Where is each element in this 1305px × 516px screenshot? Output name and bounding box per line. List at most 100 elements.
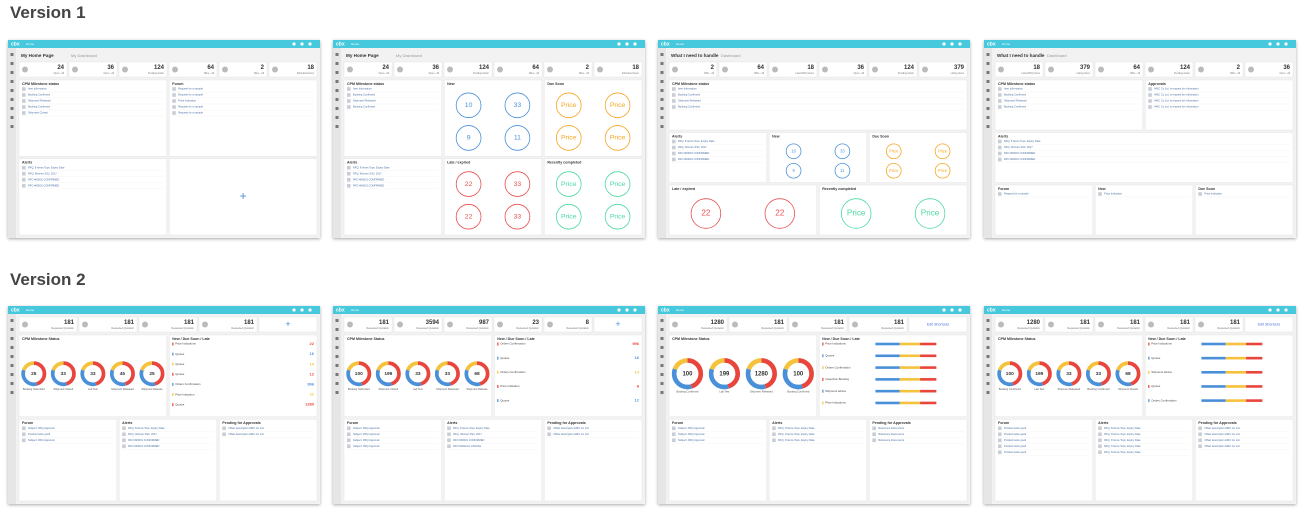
list-item: Offset description HMC Co Ltd.: [228, 426, 264, 430]
logo: cbx: [336, 41, 345, 47]
list-item: Request for a sample: [178, 87, 203, 91]
panel-title: Recently completed: [547, 161, 581, 165]
bar-value: 12: [310, 371, 315, 376]
panel: [768, 419, 868, 502]
donut-segment: [346, 361, 372, 387]
list-item: Shipment Released: [1004, 99, 1027, 103]
donut-label: Booking Confirmed: [787, 390, 810, 394]
bar-segment: [1246, 356, 1263, 360]
stat-icon: [998, 66, 1004, 73]
stat-value: 18: [632, 65, 639, 71]
sidebar-icon: [660, 53, 664, 56]
item-thumb: [122, 426, 126, 431]
stat-value: 379: [954, 65, 965, 71]
stat-card: [443, 61, 493, 78]
header-title: Home: [26, 42, 34, 46]
item-thumb: [22, 426, 26, 431]
stat-label: Requested Quotation: [171, 327, 194, 330]
stat-card: [78, 316, 138, 333]
sidebar-icon: [335, 382, 339, 385]
panel-title: Pending for Approvals: [222, 421, 260, 425]
donut-segment: [80, 361, 106, 387]
item-thumb: [222, 426, 226, 431]
donut-segment: [1056, 361, 1082, 387]
bar-strip: [822, 342, 824, 346]
sidebar-icon: [10, 125, 14, 128]
stat-icon: [998, 321, 1004, 328]
stat-value: 24: [57, 65, 64, 71]
panel-title: Forum: [172, 82, 183, 86]
status-circle: [834, 162, 851, 179]
list-item: Request for a sample: [178, 93, 203, 97]
item-thumb: [998, 192, 1002, 196]
panel-title: Late / expired: [672, 187, 695, 191]
bar-strip: [172, 362, 174, 366]
header-title: Home: [1002, 42, 1010, 46]
stat-card: [728, 316, 788, 333]
list-item: RFQ, 8 Items Tops, Expiry Date: [678, 139, 715, 143]
sidebar-icon: [335, 62, 339, 65]
header-icon: [1276, 308, 1280, 312]
stat-label: Open - All: [379, 72, 390, 75]
header-icon: [617, 42, 621, 46]
bar-label: Price Indications: [825, 342, 846, 346]
stat-value: 181: [64, 320, 75, 326]
panel-title: Alerts: [772, 421, 782, 425]
stat-value: 181: [834, 320, 845, 326]
panel-title: Approvals: [1148, 82, 1166, 86]
panel-title: New / Due Soon / Late: [497, 337, 535, 341]
status-circle: [555, 171, 582, 197]
stat-label: Mine - All: [254, 72, 264, 75]
item-thumb: [1098, 450, 1102, 455]
item-thumb: [22, 171, 26, 176]
list-item: Subject: RFQ Approval: [678, 438, 705, 442]
stat-label: Requested Quotation: [366, 327, 389, 330]
donut-segment: [434, 361, 460, 387]
item-thumb: [447, 432, 451, 437]
bar-strip: [1148, 342, 1150, 346]
stat-value: 379: [1080, 65, 1091, 71]
donut-segment: [1115, 361, 1141, 387]
stat-card: [1144, 61, 1194, 78]
donut-value: 199: [719, 371, 730, 377]
bar-segment: [920, 354, 937, 358]
sidebar-icon: [335, 89, 339, 92]
stat-icon: [72, 66, 78, 73]
bar-label: Price Indications: [825, 401, 846, 405]
panel: [219, 419, 318, 502]
stat-card: [918, 61, 968, 78]
donut-segment: [1085, 361, 1111, 387]
list-item: HMC Co Ltd. is request for information: [1154, 87, 1199, 91]
sidebar-icon: [660, 71, 664, 74]
stat-label: Submitted Items: [622, 72, 640, 75]
header-icon: [308, 42, 312, 46]
stat-icon: [22, 66, 28, 73]
status-circle: [764, 198, 796, 229]
circle-value: Price: [610, 181, 626, 188]
panel-title: Forum: [998, 421, 1009, 425]
list-item: Product looks good: [1004, 432, 1027, 436]
sidebar-icon: [660, 125, 664, 128]
stat-label: Requested Quotation: [1017, 327, 1040, 330]
panel: [169, 79, 318, 157]
status-circle: [455, 203, 482, 230]
sidebar-icon: [10, 62, 14, 65]
stat-icon: [397, 66, 403, 73]
item-thumb: [447, 438, 451, 443]
item-thumb: [772, 426, 776, 431]
header-icon: [1268, 42, 1272, 46]
add-shortcut: +: [615, 319, 620, 329]
item-thumb: [672, 87, 676, 91]
item-thumb: [672, 93, 676, 97]
item-thumb: [122, 444, 126, 449]
item-thumb: [347, 183, 351, 188]
panel-title: Recently completed: [822, 187, 856, 191]
add-widget: +: [240, 189, 247, 203]
bar-strip: [822, 366, 824, 370]
stat-card: [493, 316, 543, 333]
bar-strip: [497, 384, 499, 388]
panel: [443, 419, 543, 502]
item-thumb: [22, 165, 26, 170]
